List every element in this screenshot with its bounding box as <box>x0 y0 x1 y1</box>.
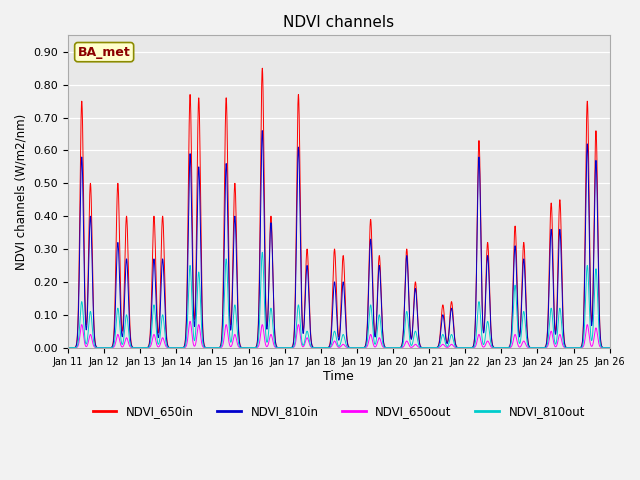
Text: BA_met: BA_met <box>78 46 131 59</box>
Y-axis label: NDVI channels (W/m2/nm): NDVI channels (W/m2/nm) <box>15 113 28 270</box>
Legend: NDVI_650in, NDVI_810in, NDVI_650out, NDVI_810out: NDVI_650in, NDVI_810in, NDVI_650out, NDV… <box>88 400 589 423</box>
Title: NDVI channels: NDVI channels <box>284 15 394 30</box>
X-axis label: Time: Time <box>323 370 354 383</box>
